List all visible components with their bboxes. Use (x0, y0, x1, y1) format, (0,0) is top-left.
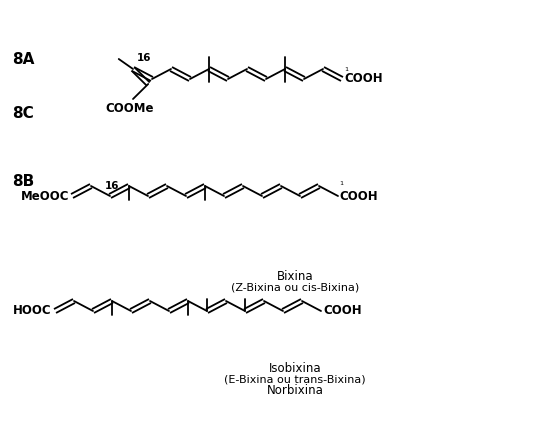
Text: 16: 16 (105, 181, 119, 191)
Text: 16: 16 (137, 53, 152, 63)
Text: COOH: COOH (323, 304, 362, 318)
Text: Norbixina: Norbixina (267, 383, 324, 396)
Text: $^1$: $^1$ (339, 181, 345, 190)
Text: 8A: 8A (12, 51, 34, 67)
Text: HOOC: HOOC (13, 304, 52, 318)
Text: 8C: 8C (12, 106, 34, 122)
Text: COOH: COOH (344, 73, 383, 86)
Text: COOH: COOH (339, 190, 378, 203)
Text: MeOOC: MeOOC (20, 190, 69, 203)
Text: 8B: 8B (12, 173, 34, 189)
Text: (Z-Bixina ou cis-Bixina): (Z-Bixina ou cis-Bixina) (231, 283, 359, 293)
Text: (E-Bixina ou trans-Bixina): (E-Bixina ou trans-Bixina) (224, 375, 366, 385)
Text: Isobixina: Isobixina (269, 362, 321, 374)
Text: $^1$: $^1$ (344, 66, 349, 75)
Text: Bixina: Bixina (276, 271, 314, 284)
Text: COOMe: COOMe (106, 102, 154, 115)
